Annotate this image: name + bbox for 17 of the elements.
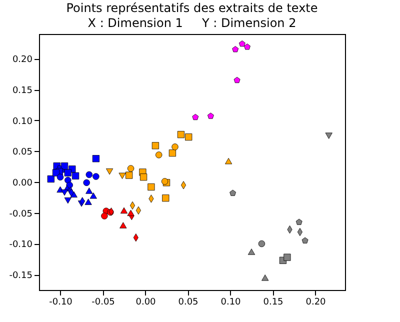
y-tick-label: -0.05 bbox=[9, 209, 32, 220]
y-tick-label: 0.05 bbox=[12, 148, 32, 158]
x-tick-label: -0.10 bbox=[49, 298, 73, 308]
y-tick-label: 0.00 bbox=[12, 178, 33, 189]
x-tick-label: 0.15 bbox=[263, 298, 284, 308]
x-tick-label: 0.05 bbox=[178, 298, 198, 308]
x-tick-label: -0.05 bbox=[92, 298, 115, 308]
y-tick-label: 0.10 bbox=[12, 116, 33, 127]
x-tick-label: 0.00 bbox=[136, 298, 156, 308]
chart-subtitle: X : Dimension 1 Y : Dimension 2 bbox=[88, 16, 296, 30]
x-tick-label: 0.20 bbox=[306, 298, 326, 308]
y-tick-label: 0.15 bbox=[12, 86, 32, 96]
y-tick-label: -0.15 bbox=[9, 271, 32, 282]
y-tick-label: 0.20 bbox=[12, 55, 33, 66]
chart-title: Points représentatifs des extraits de texte bbox=[66, 1, 318, 15]
x-tick-label: 0.10 bbox=[220, 298, 242, 308]
y-tick-label: -0.10 bbox=[9, 240, 33, 250]
